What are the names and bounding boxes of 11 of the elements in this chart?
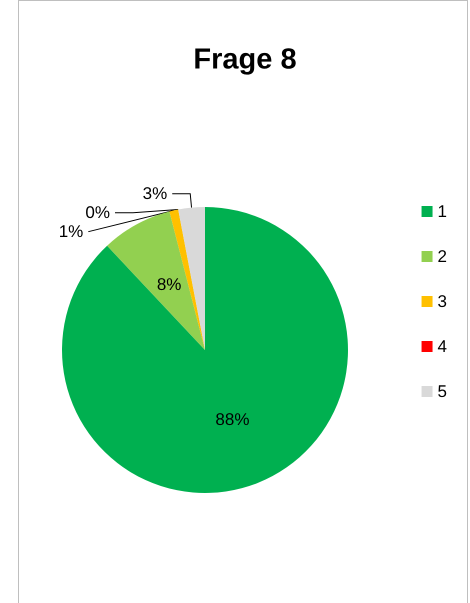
data-label: 88%	[215, 410, 250, 429]
chart-title: Frage 8	[193, 44, 297, 76]
data-label: 3%	[142, 184, 168, 204]
data-label: 8%	[156, 275, 182, 294]
text: 0%	[85, 203, 110, 222]
legend-label: 4	[438, 337, 448, 356]
legend-label: 3	[438, 292, 448, 311]
legend-label: 5	[438, 382, 448, 401]
data-label: 1%	[58, 222, 84, 242]
legend-label: 2	[438, 247, 448, 266]
legend-label: 1	[438, 202, 448, 221]
